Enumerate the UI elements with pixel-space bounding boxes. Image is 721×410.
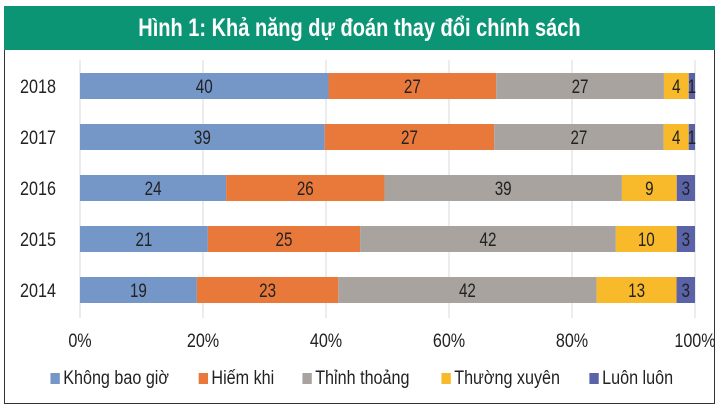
legend-swatch bbox=[50, 373, 61, 385]
x-tick-label: 100% bbox=[674, 330, 716, 352]
data-label: 9 bbox=[645, 177, 653, 199]
data-label: 4 bbox=[672, 126, 681, 148]
bar-segment bbox=[596, 277, 677, 303]
legend: Không bao giờ Hiếm khi Thỉnh thoảng Thường … bbox=[0, 368, 721, 390]
data-label: 3 bbox=[682, 177, 690, 199]
data-label: 1 bbox=[688, 75, 696, 97]
x-tick-label: 80% bbox=[556, 330, 589, 352]
bar-segment bbox=[324, 124, 495, 150]
bar-segment bbox=[676, 226, 695, 252]
bar-segment bbox=[688, 73, 695, 99]
x-tick-label: 20% bbox=[187, 330, 220, 352]
y-category-label: 2018 bbox=[20, 76, 56, 98]
bar-segment bbox=[80, 124, 325, 150]
bar-segment bbox=[80, 226, 208, 252]
legend-swatch bbox=[198, 373, 208, 385]
data-label: 27 bbox=[401, 126, 418, 148]
y-category-label: 2016 bbox=[20, 178, 56, 200]
data-label: 27 bbox=[570, 126, 587, 148]
bar-segment bbox=[226, 175, 385, 201]
bar-segment bbox=[688, 124, 695, 150]
bar-segment bbox=[615, 226, 677, 252]
y-category-label: 2015 bbox=[20, 229, 56, 251]
chart-title-banner: Hình 1: Khả năng dự đoán thay đổi chính … bbox=[4, 6, 715, 50]
legend-swatch bbox=[441, 373, 451, 385]
bar-segment bbox=[663, 73, 689, 99]
data-label: 21 bbox=[135, 228, 152, 250]
data-label: 42 bbox=[480, 228, 497, 250]
legend-label: Thỉnh thoảng bbox=[314, 368, 410, 389]
legend-item: Không bao giờ bbox=[50, 368, 170, 390]
legend-label: Luôn luôn bbox=[602, 368, 674, 389]
bar-segment bbox=[384, 175, 622, 201]
data-label: 19 bbox=[130, 279, 147, 301]
y-category-label: 2014 bbox=[20, 280, 56, 302]
data-label: 23 bbox=[259, 279, 276, 301]
bar-segment bbox=[196, 277, 339, 303]
legend-item: Luôn luôn bbox=[589, 368, 674, 390]
data-label: 3 bbox=[682, 279, 690, 301]
data-label: 4 bbox=[672, 75, 681, 97]
bar-segment bbox=[676, 175, 695, 201]
bar-segment bbox=[338, 277, 597, 303]
legend-label: Hiếm khi bbox=[211, 368, 275, 389]
bar-segment bbox=[80, 73, 329, 99]
legend-item: Thường xuyên bbox=[441, 368, 560, 390]
x-tick-label: 40% bbox=[310, 330, 343, 352]
legend-swatch bbox=[589, 373, 599, 385]
x-tick-label: 60% bbox=[433, 330, 466, 352]
data-label: 25 bbox=[276, 228, 293, 250]
bar-segment bbox=[80, 277, 197, 303]
data-label: 26 bbox=[297, 177, 314, 199]
data-label: 3 bbox=[682, 228, 690, 250]
bar-segment bbox=[328, 73, 497, 99]
data-label: 27 bbox=[572, 75, 589, 97]
data-label: 39 bbox=[194, 126, 211, 148]
y-category-label: 2017 bbox=[20, 127, 56, 149]
bar-segment bbox=[80, 175, 227, 201]
data-label: 40 bbox=[196, 75, 213, 97]
data-label: 24 bbox=[145, 177, 162, 199]
legend-item: Thỉnh thoảng bbox=[302, 368, 409, 390]
legend-label: Thường xuyên bbox=[453, 368, 560, 389]
x-tick-label: 0% bbox=[68, 330, 92, 352]
data-label: 42 bbox=[459, 279, 476, 301]
bar-segment bbox=[663, 124, 689, 150]
legend-label: Không bao giờ bbox=[63, 368, 170, 389]
data-label: 27 bbox=[404, 75, 421, 97]
bar-segment bbox=[360, 226, 616, 252]
bar-segment bbox=[496, 73, 664, 99]
bar-segment bbox=[676, 277, 695, 303]
bar-segment bbox=[621, 175, 677, 201]
data-label: 10 bbox=[638, 228, 655, 250]
bar-segment bbox=[494, 124, 664, 150]
data-label: 39 bbox=[495, 177, 512, 199]
bar-segment bbox=[207, 226, 361, 252]
data-label: 1 bbox=[688, 126, 696, 148]
data-label: 13 bbox=[628, 279, 645, 301]
legend-swatch bbox=[302, 373, 312, 385]
chart-title: Hình 1: Khả năng dự đoán thay đổi chính … bbox=[138, 14, 581, 42]
legend-item: Hiếm khi bbox=[198, 368, 275, 390]
